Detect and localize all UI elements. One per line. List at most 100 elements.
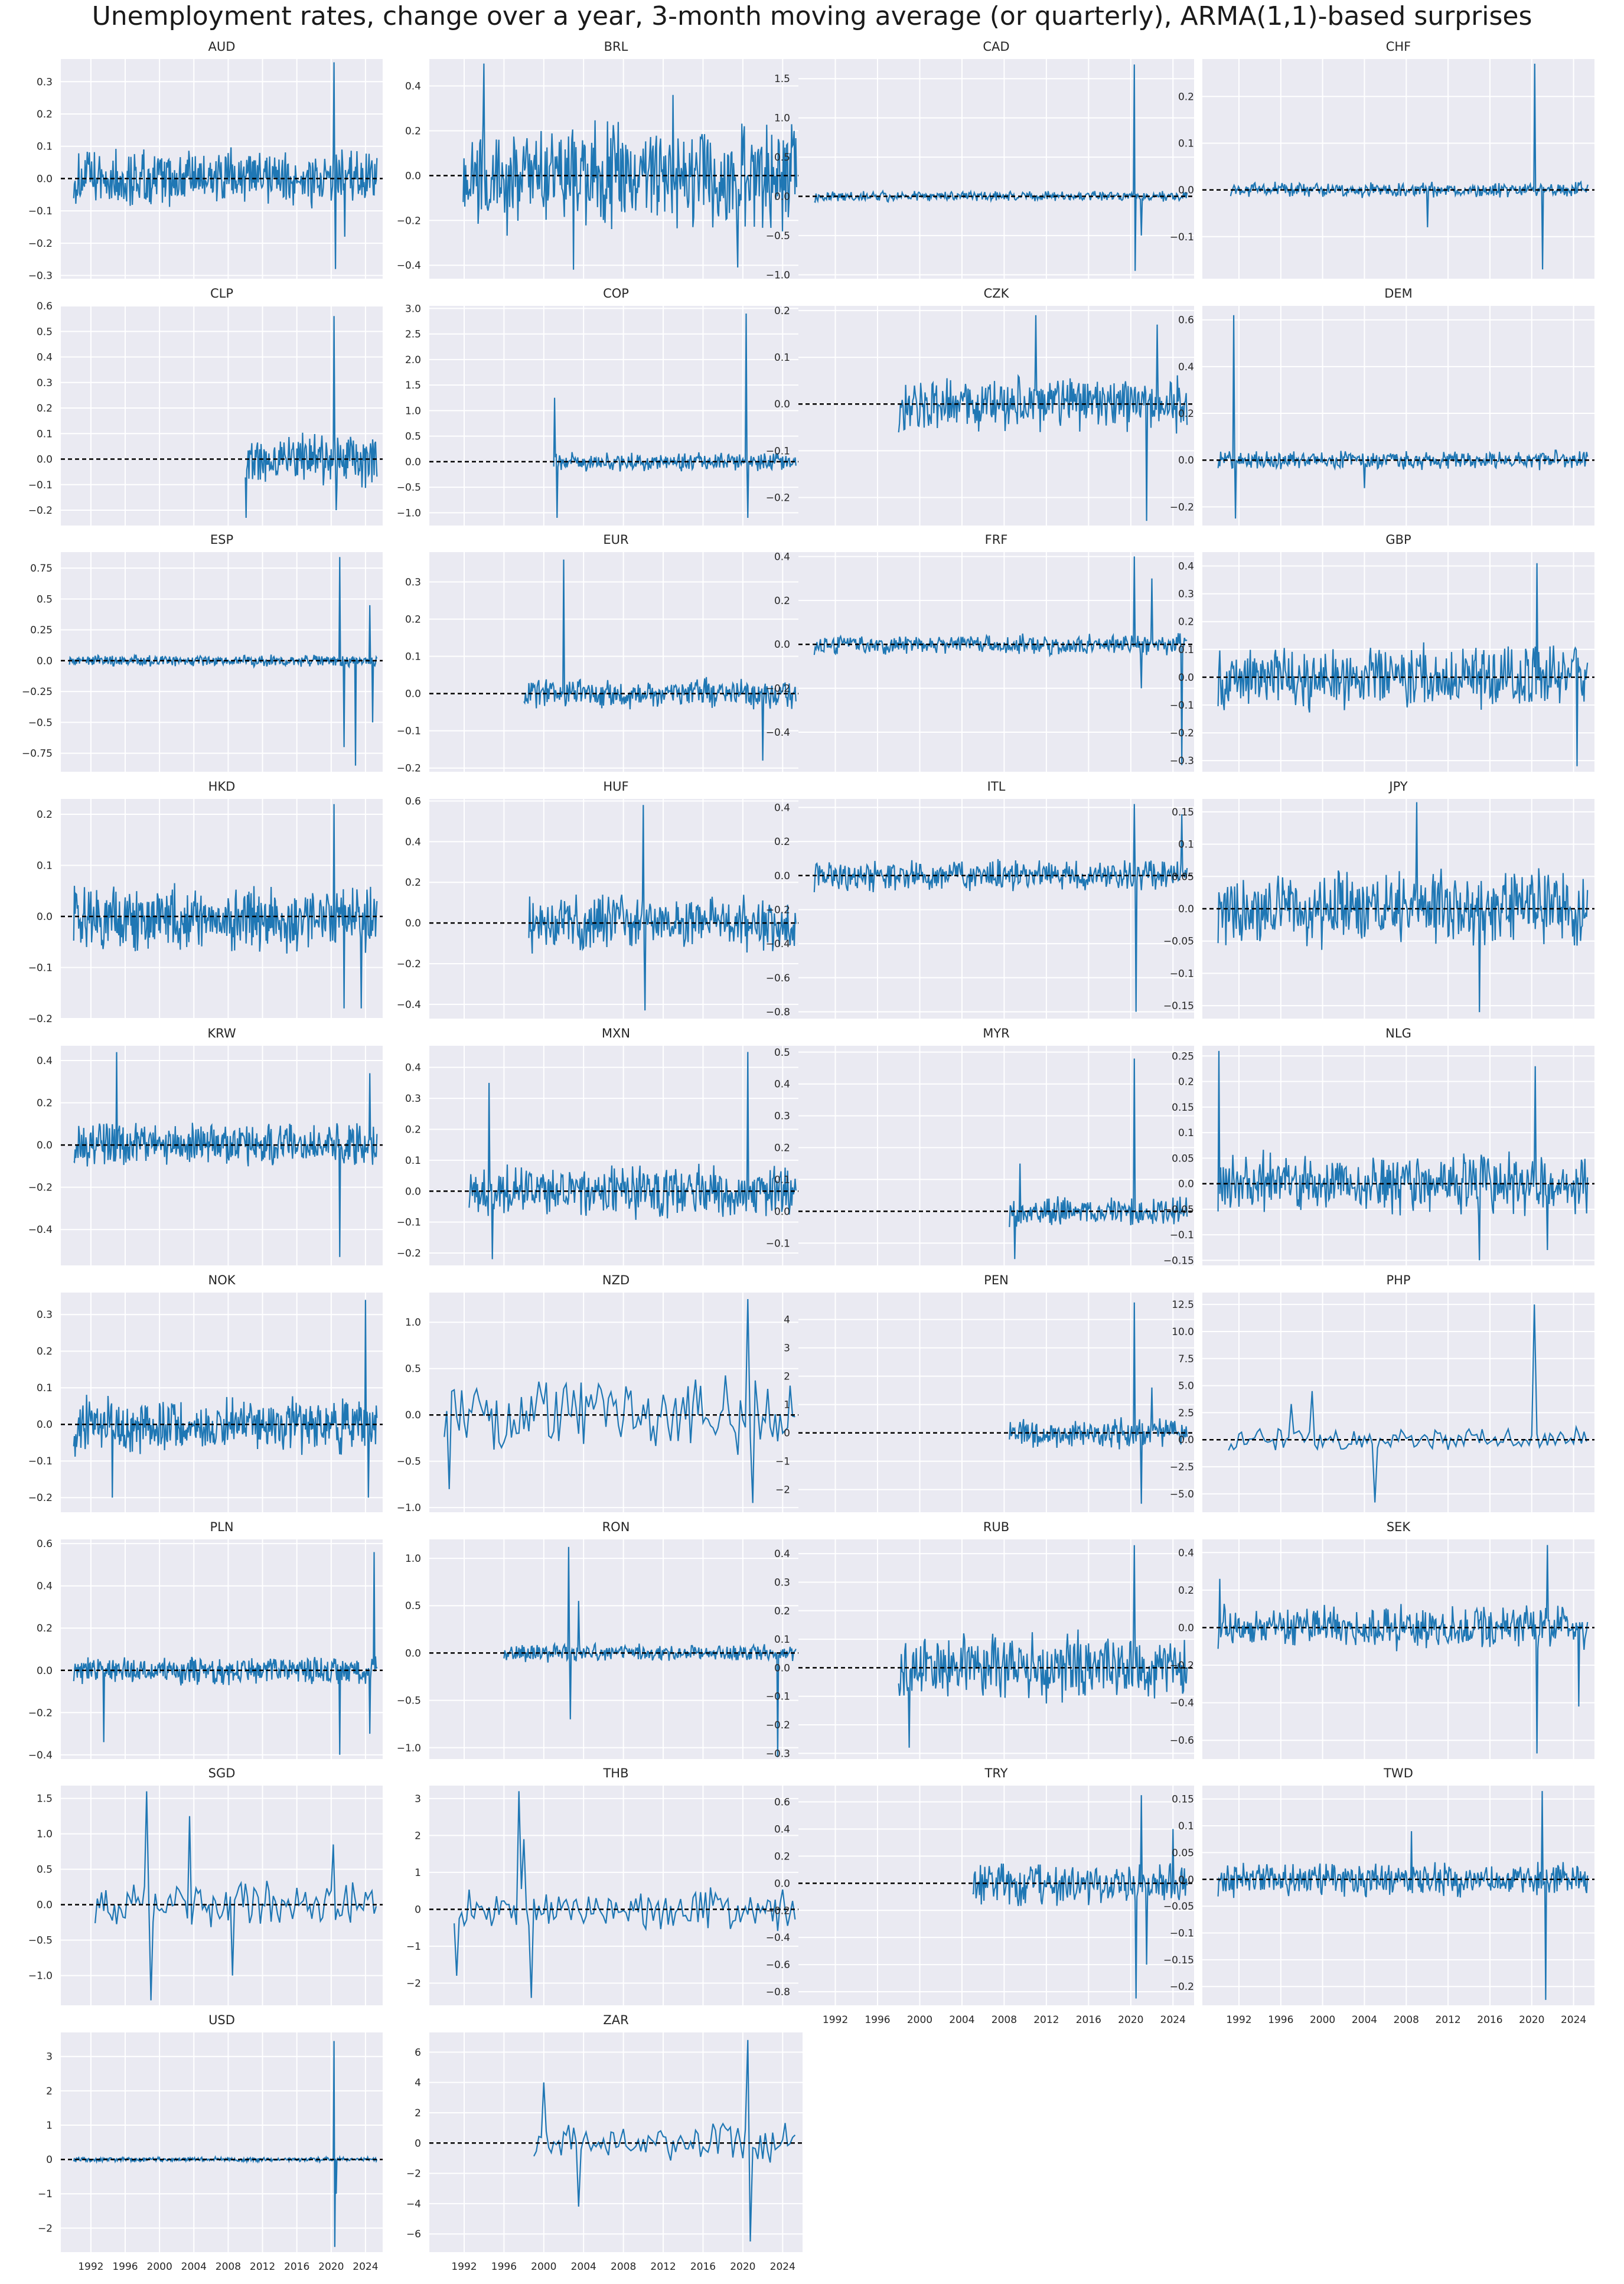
y-tick-label: −5.0 — [1170, 1489, 1194, 1500]
panel-gbp: −0.3 −0.2 −0.1 0.0 0.1 0.2 0.3 0.4 GBP — [1170, 533, 1594, 772]
y-tick-label: 3.0 — [405, 303, 421, 315]
panel-title: KRW — [207, 1026, 236, 1040]
panel-title: HUF — [603, 779, 628, 794]
y-tick-label: 0.1 — [1178, 1820, 1194, 1832]
y-tick-label: 1 — [415, 1867, 421, 1879]
y-tick-label: −2 — [406, 1978, 421, 1989]
x-tick-label: 2004 — [571, 2261, 596, 2273]
panel-hkd: −0.2 −0.1 0.0 0.1 0.2 HKD — [28, 779, 383, 1025]
y-tick-label: 0.4 — [405, 836, 421, 848]
y-tick-label: 0.3 — [774, 1577, 790, 1588]
panel-eur: −0.2 −0.1 0.0 0.1 0.2 0.3 EUR — [397, 533, 803, 775]
panel-usd: −2 −1 0 1 2 3 USD 1992 1996 2000 2004 2008 2012 2016 2… — [38, 2013, 383, 2273]
y-tick-label: 0.0 — [1178, 903, 1194, 915]
x-tick-label: 2004 — [949, 2014, 974, 2026]
series-line — [1228, 1304, 1587, 1503]
y-tick-label: −0.1 — [1170, 1928, 1194, 1940]
panel-background — [61, 1539, 383, 1759]
x-tick-label: 2024 — [1160, 2014, 1186, 2026]
panel-pen: −2 −1 0 1 2 3 4 PEN — [775, 1273, 1194, 1512]
y-tick-label: 12.5 — [1172, 1299, 1194, 1311]
y-tick-label: 0.6 — [37, 301, 53, 312]
y-tick-label: 0.1 — [37, 141, 53, 153]
panel-background — [798, 1539, 1194, 1759]
series-line — [528, 805, 797, 1011]
y-tick-label: 0.3 — [405, 576, 421, 588]
y-tick-label: −0.15 — [1163, 1000, 1194, 1012]
panel-title: TRY — [984, 1766, 1008, 1780]
y-tick-label: −0.4 — [766, 727, 790, 739]
y-tick-label: 0.1 — [1178, 644, 1194, 656]
y-tick-label: 1 — [46, 2120, 53, 2132]
y-tick-label: 0.2 — [405, 614, 421, 625]
y-tick-label: 0.2 — [774, 1606, 790, 1617]
series-line — [244, 316, 378, 518]
x-tick-label: 2016 — [1477, 2014, 1502, 2026]
y-tick-label: 0.2 — [37, 1346, 53, 1358]
y-tick-label: 2 — [415, 1830, 421, 1842]
y-tick-label: 0.0 — [405, 918, 421, 929]
y-tick-label: 0.0 — [37, 1419, 53, 1431]
y-tick-label: 2.5 — [1178, 1407, 1194, 1419]
series-line — [73, 2041, 378, 2247]
y-tick-label: 1.5 — [774, 73, 790, 85]
y-tick-label: 0.0 — [1178, 1179, 1194, 1190]
series-line — [813, 556, 1188, 765]
y-tick-label: 0.0 — [405, 689, 421, 700]
y-tick-label: 0.4 — [37, 352, 53, 364]
panel-ron: −1.0 −0.5 0.0 0.5 1.0 RON — [397, 1520, 803, 1759]
series-line — [1217, 802, 1589, 1013]
panel-title: RON — [602, 1520, 630, 1534]
y-tick-label: 0.4 — [1178, 1547, 1194, 1559]
series-line — [898, 315, 1188, 521]
y-tick-label: 0.6 — [405, 795, 421, 807]
y-tick-label: −0.3 — [28, 270, 53, 282]
y-tick-label: −0.1 — [397, 726, 421, 738]
y-tick-label: −0.1 — [28, 1456, 53, 1467]
y-tick-label: 0.0 — [405, 456, 421, 468]
y-tick-label: 0.1 — [405, 651, 421, 663]
x-tick-label: 2004 — [181, 2261, 207, 2273]
x-tick-label: 2012 — [1435, 2014, 1460, 2026]
y-tick-label: −0.1 — [28, 479, 53, 491]
y-tick-label: 0.2 — [1178, 408, 1194, 420]
series-line — [1230, 63, 1589, 270]
y-tick-label: 0.6 — [37, 1538, 53, 1550]
series-line — [73, 62, 378, 269]
y-tick-label: −0.1 — [28, 205, 53, 217]
x-tick-label: 2020 — [730, 2261, 755, 2273]
y-tick-label: −0.2 — [397, 215, 421, 227]
y-tick-label: 1 — [784, 1399, 790, 1411]
y-tick-label: −0.2 — [28, 238, 53, 250]
y-tick-label: −1.0 — [397, 1743, 421, 1754]
y-tick-label: 0 — [415, 2138, 421, 2149]
panel-title: SGD — [208, 1766, 236, 1780]
y-tick-label: 0.15 — [1172, 807, 1194, 818]
y-tick-label: 2.0 — [405, 354, 421, 366]
y-tick-label: −0.5 — [766, 230, 790, 242]
y-tick-label: 2 — [46, 2086, 53, 2097]
y-tick-label: 0.15 — [1172, 1102, 1194, 1114]
y-tick-label: 0.05 — [1172, 871, 1194, 883]
series-line — [533, 2040, 796, 2242]
panel-title: CAD — [983, 40, 1009, 54]
x-tick-label: 2000 — [907, 2014, 932, 2026]
y-tick-label: 0.0 — [774, 191, 790, 203]
y-tick-label: 0.4 — [774, 1079, 790, 1091]
y-tick-label: 0.05 — [1172, 1847, 1194, 1859]
y-tick-label: −2.5 — [1170, 1461, 1194, 1473]
y-tick-label: −0.2 — [397, 958, 421, 970]
y-tick-label: −0.2 — [1170, 501, 1194, 513]
y-tick-label: 10.0 — [1172, 1326, 1194, 1338]
panel-title: NOK — [208, 1273, 236, 1287]
series-line — [813, 804, 1188, 1012]
panel-title: PHP — [1386, 1273, 1410, 1287]
y-tick-label: 3 — [784, 1343, 790, 1355]
panel-title: ZAR — [603, 2013, 628, 2027]
y-tick-label: 0 — [46, 2154, 53, 2166]
y-tick-label: −0.2 — [28, 505, 53, 517]
panel-title: PEN — [984, 1273, 1009, 1287]
panel-background — [1202, 1786, 1594, 2005]
y-tick-label: −0.1 — [1170, 700, 1194, 712]
panel-title: DEM — [1384, 286, 1413, 301]
